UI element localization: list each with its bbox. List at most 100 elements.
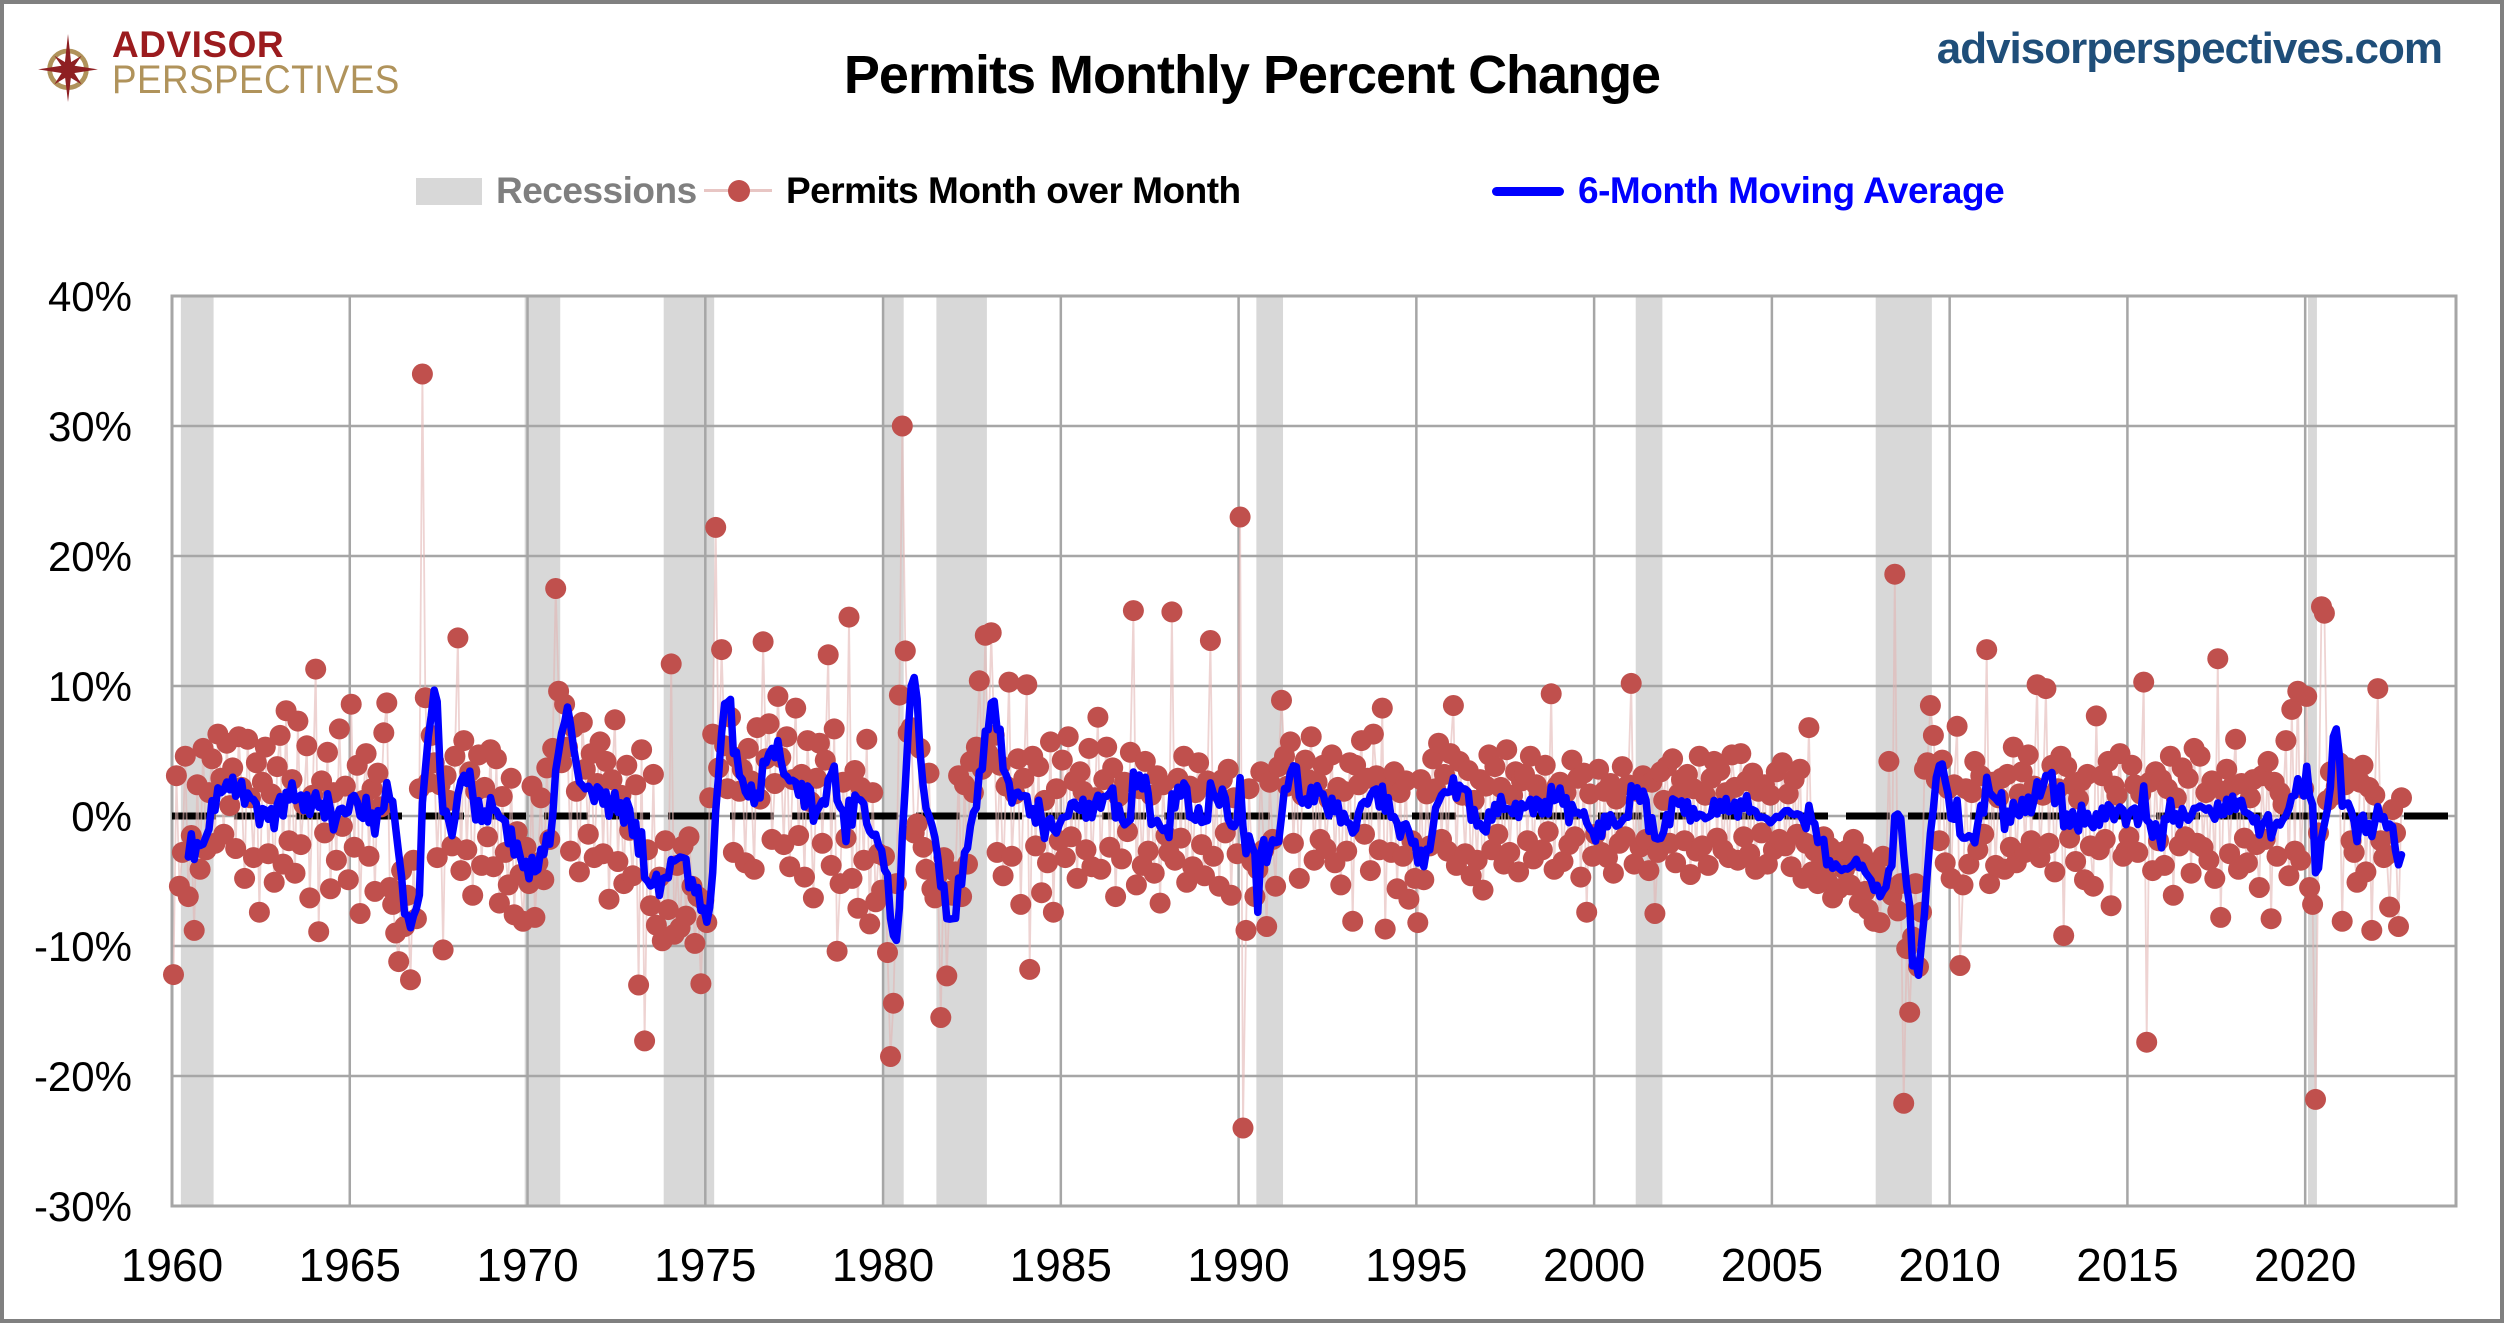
permits-dot <box>245 752 267 774</box>
permits-dot <box>1170 827 1192 849</box>
permits-dot <box>634 1030 656 1052</box>
advisor-perspectives-logo: ADVISOR PERSPECTIVES <box>34 26 425 102</box>
permits-dot <box>1045 778 1067 800</box>
y-tick-label: 10% <box>48 663 132 710</box>
permits-dot <box>1733 826 1755 848</box>
permits-dot <box>2044 861 2066 883</box>
permits-dot <box>1125 874 1147 896</box>
permits-dot <box>1010 893 1032 915</box>
permits-dot <box>2367 678 2389 700</box>
permits-dot <box>2180 862 2202 884</box>
x-tick-label: 2020 <box>2254 1239 2356 1291</box>
website-link[interactable]: advisorperspectives.com <box>1936 24 2443 73</box>
permits-dot <box>998 671 1020 693</box>
permits-dot <box>1499 841 1521 863</box>
x-tick-label: 1965 <box>299 1239 401 1291</box>
permits-dot <box>1037 852 1058 874</box>
permits-dot <box>880 1046 901 1067</box>
permits-dot <box>340 693 362 715</box>
gridlines <box>170 294 2458 1208</box>
permits-dot <box>1869 912 1891 934</box>
permits-dot <box>598 888 620 910</box>
permits-dot <box>2216 758 2238 780</box>
permits-dot <box>213 823 235 845</box>
permits-dot <box>533 869 555 891</box>
permits-dot <box>530 787 552 809</box>
permits-dot <box>1028 756 1050 778</box>
permits-dot <box>1472 879 1494 901</box>
permits-dot <box>1075 839 1097 861</box>
permits-dot <box>183 919 205 941</box>
permits-dot <box>462 884 484 906</box>
permits-dot <box>2127 841 2149 863</box>
permits-dot <box>317 741 338 763</box>
permits-dot <box>968 670 990 692</box>
permits-dot <box>1759 784 1781 806</box>
permits-dot <box>1259 771 1281 793</box>
permits-dot <box>411 363 433 385</box>
permits-dot <box>2106 784 2128 806</box>
permits-dot <box>1087 706 1109 728</box>
permits-dot <box>882 992 904 1014</box>
legend-label-moving-average: 6-Month Moving Average <box>1578 170 2005 211</box>
permits-dot <box>794 866 815 888</box>
permits-dot <box>678 826 700 848</box>
x-tick-label: 2015 <box>2076 1239 2178 1291</box>
permits-dot <box>805 767 827 789</box>
permits-dot <box>785 697 807 719</box>
permits-dot <box>1466 849 1488 871</box>
permits-dot <box>1531 839 1553 861</box>
permits-dot <box>524 906 546 928</box>
permits-dot <box>2361 919 2383 941</box>
permits-dot <box>444 745 466 767</box>
permits-dot <box>1893 1092 1915 1114</box>
permits-dot <box>1188 752 1210 774</box>
permits-dot <box>2094 828 2116 850</box>
permits-dot <box>862 782 884 804</box>
permits-dot <box>1614 826 1636 848</box>
permits-dot <box>2305 1088 2326 1110</box>
permits-dot <box>1922 724 1944 746</box>
permits-dot <box>2281 698 2303 720</box>
permits-dot <box>1019 958 1041 980</box>
permits-dot <box>1102 757 1124 779</box>
permits-dot <box>2388 916 2409 937</box>
permits-dot <box>219 795 241 817</box>
permits-dot <box>355 743 377 765</box>
permits-dot <box>1798 717 1820 739</box>
permits-dot <box>992 865 1014 887</box>
permits-dot <box>2136 1031 2158 1053</box>
permits-dot <box>1294 749 1316 771</box>
permits-dot <box>1235 919 1257 941</box>
permits-dot <box>1638 860 1660 882</box>
permits-dot <box>477 826 498 848</box>
permits-dot <box>2331 910 2353 932</box>
permits-dot <box>1407 912 1429 934</box>
permits-dot <box>1122 600 1144 622</box>
permits-dot <box>2153 854 2175 876</box>
permits-dot <box>1961 782 1983 804</box>
permits-dot <box>1194 865 1215 887</box>
permits-dot <box>1232 1117 1254 1139</box>
permits-dot <box>453 730 475 752</box>
permits-dot <box>2257 750 2279 772</box>
permits-dot <box>201 748 223 770</box>
permits-dot <box>705 516 727 538</box>
legend-label-permits: Permits Month over Month <box>786 170 1241 211</box>
permits-dot <box>1042 901 1064 923</box>
permits-dot <box>820 854 842 876</box>
permits-dot <box>859 913 881 935</box>
permits-dot <box>980 622 1002 644</box>
permits-dot <box>625 774 647 796</box>
permits-dot <box>325 849 347 871</box>
permits-dot <box>767 685 789 707</box>
permits-dot <box>367 762 389 784</box>
permits-dot <box>847 897 869 919</box>
permits-dot <box>2355 861 2377 883</box>
permits-dot <box>1952 874 1974 896</box>
permits-dot <box>2162 884 2184 906</box>
permits-dot <box>2133 671 2155 693</box>
permits-dot <box>1697 854 1719 876</box>
permits-dot <box>1537 821 1559 843</box>
permits-dot <box>936 965 958 987</box>
